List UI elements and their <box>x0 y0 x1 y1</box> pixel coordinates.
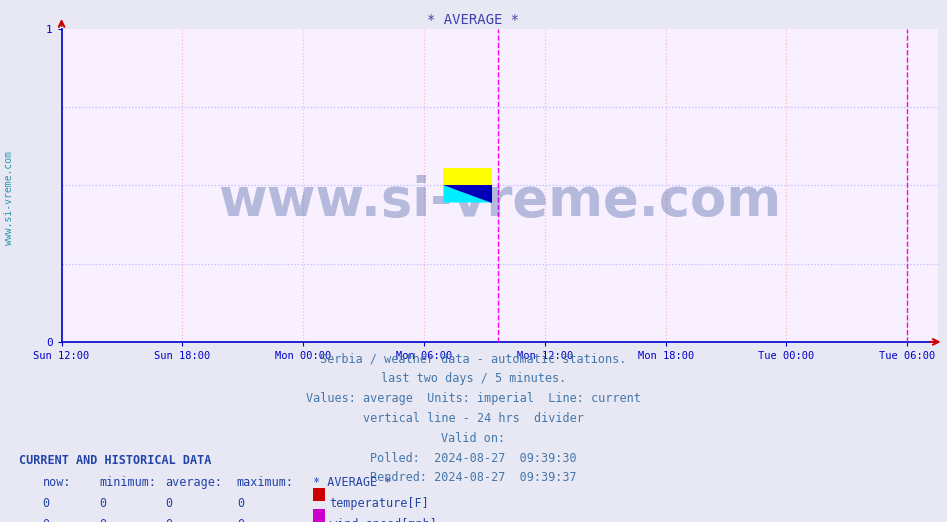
Text: * AVERAGE *: * AVERAGE * <box>313 476 391 489</box>
Text: wind speed[mph]: wind speed[mph] <box>330 518 437 522</box>
Text: Valid on:: Valid on: <box>441 432 506 445</box>
Text: 0: 0 <box>43 497 50 510</box>
Text: average:: average: <box>166 476 223 489</box>
Text: vertical line - 24 hrs  divider: vertical line - 24 hrs divider <box>363 412 584 425</box>
Text: Rendred: 2024-08-27  09:39:37: Rendred: 2024-08-27 09:39:37 <box>370 471 577 484</box>
Text: Values: average  Units: imperial  Line: current: Values: average Units: imperial Line: cu… <box>306 392 641 405</box>
Text: 0: 0 <box>99 497 107 510</box>
Text: 0: 0 <box>237 497 244 510</box>
Text: 0: 0 <box>166 497 173 510</box>
Text: temperature[F]: temperature[F] <box>330 497 429 510</box>
Text: Polled:  2024-08-27  09:39:30: Polled: 2024-08-27 09:39:30 <box>370 452 577 465</box>
Text: 0: 0 <box>43 518 50 522</box>
Text: Serbia / weather data - automatic stations.: Serbia / weather data - automatic statio… <box>320 352 627 365</box>
Text: last two days / 5 minutes.: last two days / 5 minutes. <box>381 372 566 385</box>
Text: www.si-vreme.com: www.si-vreme.com <box>218 175 781 227</box>
Text: minimum:: minimum: <box>99 476 156 489</box>
Text: 0: 0 <box>99 518 107 522</box>
Text: now:: now: <box>43 476 71 489</box>
Bar <box>443 168 491 185</box>
Polygon shape <box>443 185 491 203</box>
Polygon shape <box>443 185 491 203</box>
Text: * AVERAGE *: * AVERAGE * <box>427 13 520 27</box>
Text: maximum:: maximum: <box>237 476 294 489</box>
Text: 0: 0 <box>237 518 244 522</box>
Text: CURRENT AND HISTORICAL DATA: CURRENT AND HISTORICAL DATA <box>19 454 211 467</box>
Text: www.si-vreme.com: www.si-vreme.com <box>5 151 14 245</box>
Text: 0: 0 <box>166 518 173 522</box>
